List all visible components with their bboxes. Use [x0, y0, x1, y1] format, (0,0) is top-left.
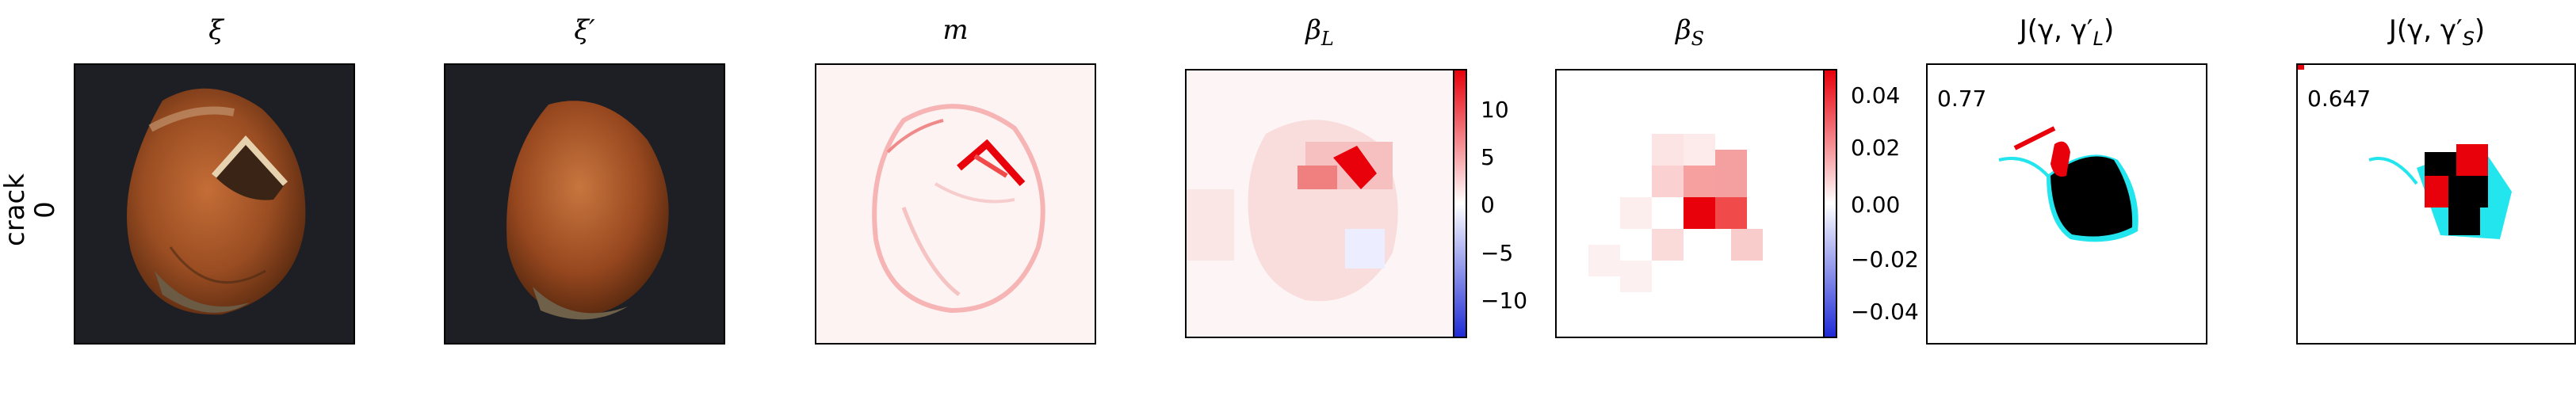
overlap-map-s	[2298, 65, 2512, 239]
panel-title-xi: ξ	[208, 14, 224, 46]
cb-s-tick: −0.04	[1851, 299, 1919, 325]
colorbar-beta-l	[1453, 69, 1467, 338]
row-label-class: crack	[0, 173, 31, 246]
beta-l-map	[1187, 120, 1398, 302]
image-xi-prime	[444, 63, 725, 345]
cb-s-tick: 0.04	[1851, 82, 1901, 109]
jaccard-score-s: 0.647	[2307, 86, 2372, 112]
cb-l-tick: −10	[1481, 287, 1528, 314]
panel-title-beta-l: βL	[1305, 14, 1334, 50]
cb-l-tick: 10	[1481, 97, 1509, 123]
row-label: crack 0	[0, 166, 71, 253]
panel-title-beta-s: βS	[1675, 14, 1705, 50]
cb-l-tick: −5	[1481, 240, 1514, 266]
mask-map	[872, 104, 1045, 314]
hazelnut-clean	[506, 101, 669, 320]
hazelnut-cracked	[127, 88, 306, 315]
cb-s-tick: −0.02	[1851, 246, 1919, 272]
image-j-l: 0.77	[1926, 63, 2207, 345]
cb-s-tick: 0.02	[1851, 135, 1901, 161]
cb-l-tick: 0	[1481, 192, 1495, 218]
image-xi	[74, 63, 355, 345]
panel-title-xi-prime: ξ′	[574, 14, 595, 46]
row-label-index: 0	[29, 201, 61, 219]
image-beta-l	[1185, 69, 1454, 338]
image-j-s: 0.647	[2296, 63, 2576, 345]
cb-s-tick: 0.00	[1851, 192, 1901, 218]
beta-s-map	[1588, 134, 1763, 292]
image-m	[815, 63, 1096, 345]
panel-title-j-s: J(γ, γ′S)	[2388, 14, 2486, 50]
colorbar-beta-s	[1823, 69, 1837, 338]
jaccard-score-l: 0.77	[1937, 86, 1987, 112]
panel-title-j-l: J(γ, γ′L)	[2019, 14, 2115, 50]
panel-title-m: m	[942, 14, 969, 46]
cb-l-tick: 5	[1481, 144, 1495, 170]
image-beta-s	[1555, 69, 1825, 338]
overlap-map-l	[1998, 126, 2138, 242]
